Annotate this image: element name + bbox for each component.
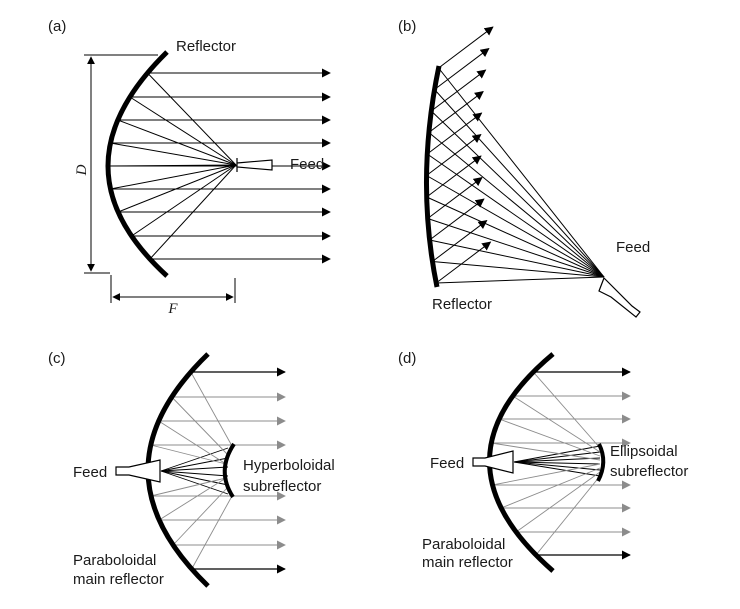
panel-c-sub-to-main-ray <box>158 477 227 521</box>
panel-a-feed-ray <box>110 164 237 190</box>
panel-d-sub-to-main-ray <box>532 371 601 449</box>
panel-c-feed-ray <box>160 470 229 495</box>
panel-d-sub-label-line2: subreflector <box>610 463 688 480</box>
panel-d-ellipsoidal-subreflector <box>596 443 606 482</box>
panel-d-main-label-line2: main reflector <box>422 554 513 571</box>
panel-d-sub-label-line1: Ellipsoidal <box>610 443 678 460</box>
panel-b-feed-ray <box>427 218 605 278</box>
panel-d-sub-to-main-ray <box>499 418 601 457</box>
f-label: F <box>167 301 178 317</box>
panel-b-feed-ray <box>432 261 605 278</box>
panel-d-feed-ray <box>513 457 601 463</box>
panel-a-reflector-label: Reflector <box>176 38 236 55</box>
panel-c: (c) Feed Hyperboloidal subreflector Para… <box>48 350 335 588</box>
panel-b-feed-ray <box>426 175 605 278</box>
panel-a-feed-label: Feed <box>290 156 324 173</box>
panel-c-sub-label-line2: subreflector <box>243 478 321 495</box>
panel-b-collimated-ray <box>430 69 487 112</box>
panel-c-feed-ray <box>160 447 229 472</box>
panel-b-collimated-ray <box>426 112 483 155</box>
panel-b-feed-label: Feed <box>616 239 650 256</box>
panel-c-sub-to-main-ray <box>190 371 233 447</box>
panel-a-feed-ray <box>129 96 237 166</box>
panel-a-feed-ray <box>110 142 237 166</box>
panel-c-sub-to-main-ray <box>150 444 227 465</box>
panel-a-feed-horn <box>236 158 273 172</box>
panel-a-rays <box>107 68 331 264</box>
panel-d-tag: (d) <box>398 350 416 367</box>
panel-c-main-label-line2: main reflector <box>73 571 164 588</box>
panel-b-feed-horn <box>598 276 641 318</box>
panel-d-sub-to-main-ray <box>515 471 601 533</box>
panel-b-reflector <box>423 65 442 288</box>
d-label: D <box>74 164 90 176</box>
panel-d-sub-to-main-ray <box>535 475 601 556</box>
panel-b-collimated-ray <box>427 177 483 219</box>
panel-c-main-label-line1: Paraboloidal <box>73 552 156 569</box>
panel-d-feed-ray <box>513 445 601 463</box>
panel-d-sub-to-main-ray <box>501 467 601 509</box>
panel-b-collimated-ray <box>429 198 485 241</box>
panel-b-collimated-ray <box>426 134 482 176</box>
panel-b-collimated-ray <box>432 220 488 262</box>
panel-c-feed-horn <box>115 459 161 483</box>
panel-b-feed-ray <box>434 89 605 278</box>
panel-d-sub-to-main-ray <box>492 463 601 486</box>
panel-b-collimated-ray <box>428 91 484 133</box>
panel-c-feed-ray <box>160 457 229 472</box>
panel-d: (d) Feed Ellipsoidal subreflector Parabo… <box>398 350 688 573</box>
panel-c-feed-ray <box>160 466 229 472</box>
panel-d-sub-to-main-ray <box>512 395 601 453</box>
panel-d-rays <box>491 367 631 560</box>
panel-b-collimated-ray <box>438 26 494 69</box>
panel-a-reflector <box>105 50 169 278</box>
panel-c-sub-to-main-ray <box>158 420 227 465</box>
panel-b-feed-ray <box>428 132 605 278</box>
panel-b: (b) Feed Reflector <box>398 18 650 318</box>
panel-c-sub-to-main-ray <box>191 495 233 570</box>
panel-b-feed-ray <box>438 67 605 278</box>
panel-c-sub-to-main-ray <box>171 396 229 456</box>
panel-c-feed-label: Feed <box>73 464 107 481</box>
panel-a-feed-ray <box>117 164 237 213</box>
panel-c-sub-label-line1: Hyperboloidal <box>243 457 335 474</box>
panel-b-feed-ray <box>429 239 605 278</box>
panel-b-feed-ray <box>430 110 605 278</box>
panel-c-feed-ray <box>160 470 229 486</box>
panel-b-feed-ray <box>426 196 605 278</box>
panel-b-reflector-label: Reflector <box>432 296 492 313</box>
panel-b-collimated-ray <box>426 155 482 198</box>
panel-c-rays <box>150 367 286 574</box>
panel-c-tag: (c) <box>48 350 66 367</box>
panel-b-rays <box>426 26 605 284</box>
panel-c-feed-ray <box>160 470 229 477</box>
panel-a: (a) Reflector Feed D F <box>48 18 331 317</box>
panel-d-sub-to-main-ray <box>491 442 601 461</box>
panel-d-feed-ray <box>513 461 601 471</box>
panel-a-feed-ray <box>147 72 237 166</box>
panel-c-sub-to-main-ray <box>150 477 227 497</box>
panel-b-collimated-ray <box>434 48 490 90</box>
panel-b-feed-ray <box>436 276 605 284</box>
panel-d-feed-ray <box>513 451 601 463</box>
panel-d-feed-ray <box>513 461 601 465</box>
panel-b-collimated-ray <box>435 241 492 284</box>
panel-a-tag: (a) <box>48 18 66 35</box>
panel-b-tag: (b) <box>398 18 416 35</box>
panel-d-main-label-line1: Paraboloidal <box>422 536 505 553</box>
panel-d-feed-label: Feed <box>430 455 464 472</box>
panel-a-feed-ray <box>149 164 237 260</box>
panel-a-feed-ray <box>131 164 237 237</box>
panel-d-feed-horn <box>472 450 514 474</box>
panel-c-sub-to-main-ray <box>172 486 229 546</box>
panel-c-hyperboloidal-subreflector <box>222 442 236 499</box>
